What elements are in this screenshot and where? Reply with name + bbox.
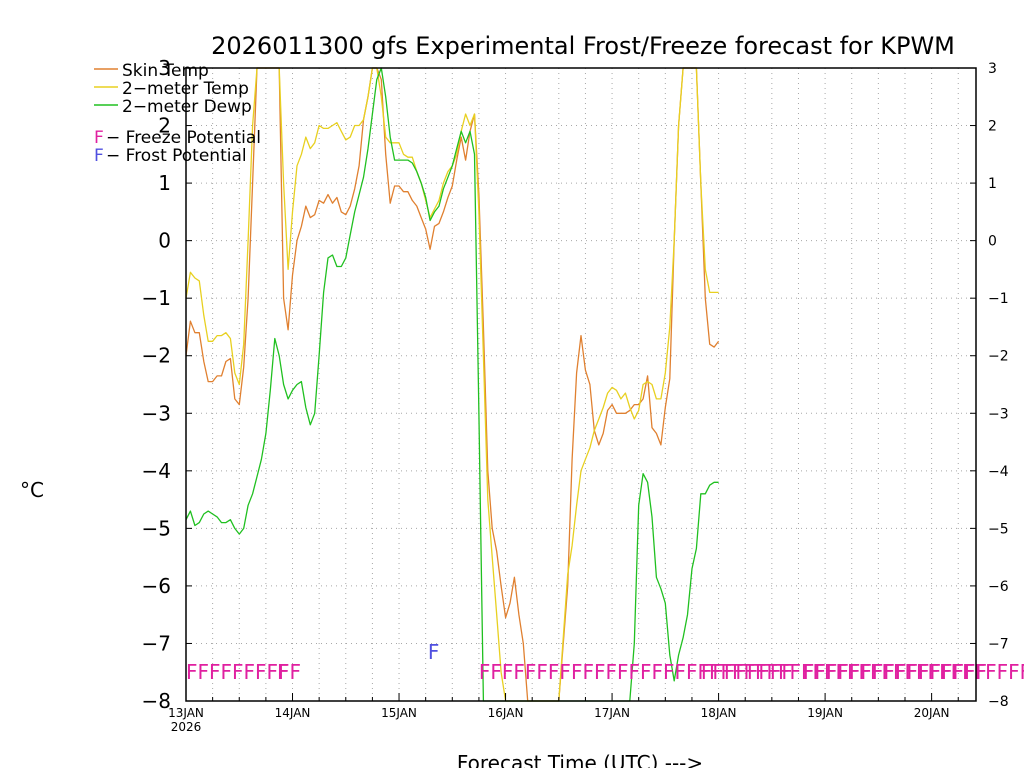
y-tick-label-left: −6	[142, 574, 171, 598]
series-line-2-meter-dewp	[185, 67, 719, 702]
grid-lines	[185, 67, 976, 702]
x-tick-label: 20JAN	[914, 706, 950, 720]
freeze-potential-marker: FFFFFFFF	[701, 660, 793, 684]
freeze-potential-marker: F	[277, 660, 289, 684]
frost-potential-marker: F	[428, 640, 440, 664]
x-tick-sublabel: 2026	[171, 720, 202, 734]
y-tick-label-left: 1	[158, 171, 171, 195]
y-tick-label-left: 2	[158, 114, 171, 138]
freeze-potential-marker: FFFFFFFFFFFFFFFF	[803, 660, 987, 684]
y-tick-label-left: −2	[142, 344, 171, 368]
y-tick-label-left: −4	[142, 459, 171, 483]
x-tick-label: 16JAN	[488, 706, 524, 720]
y-tick-label-right: −1	[988, 291, 1009, 307]
y-tick-label-right: 0	[988, 234, 997, 250]
legend-entry-label: Skin Temp	[122, 61, 209, 81]
y-axis-label: °C	[20, 478, 44, 502]
y-tick-label-left: 0	[158, 229, 171, 253]
x-tick-label: 18JAN	[701, 706, 737, 720]
chart-title: 2026011300 gfs Experimental Frost/Freeze…	[211, 32, 955, 60]
legend-potential-marker: F	[94, 146, 104, 166]
y-tick-label-right: −7	[988, 636, 1009, 652]
plot-frame	[185, 67, 977, 702]
y-tick-label-right: −4	[988, 464, 1009, 480]
x-axis-label: Forecast Time (UTC) --->	[457, 751, 703, 768]
x-tick-label: 15JAN	[381, 706, 417, 720]
y-tick-label-left: −8	[142, 689, 171, 713]
x-tick-label: 14JAN	[275, 706, 311, 720]
freeze-potential-marker: FFFFFFFFFFFFFFFFFFFFFFFFFFFFFFFFFFFFFFFF…	[479, 660, 1024, 684]
y-tick-label-left: −3	[142, 401, 171, 425]
y-tick-label-right: 2	[988, 119, 997, 135]
y-tick-label-left: −7	[142, 631, 171, 655]
legend-entry-label: 2−meter Dewp	[122, 97, 252, 117]
legend-entry-label: 2−meter Temp	[122, 79, 249, 99]
legend-potential-label: − Frost Potential	[106, 146, 247, 166]
y-tick-label-right: 1	[988, 176, 997, 192]
y-tick-label-left: −1	[142, 286, 171, 310]
freeze-potential-marker: FFFFFFFFFF	[186, 660, 301, 684]
y-tick-label-right: −6	[988, 579, 1009, 595]
y-tick-label-left: 3	[158, 56, 171, 80]
y-tick-label-left: −5	[142, 516, 171, 540]
legend-potential-marker: F	[94, 128, 104, 148]
y-tick-label-right: −8	[988, 694, 1009, 710]
y-tick-label-right: −2	[988, 349, 1009, 365]
potential-markers: FFFFFFFFFFFFFFFFFFFFFFFFFFFFFFFFFFFFFFFF…	[186, 640, 1024, 684]
x-tick-label: 17JAN	[594, 706, 630, 720]
y-tick-label-right: −3	[988, 406, 1009, 422]
legend-potential-label: − Freeze Potential	[106, 128, 261, 148]
y-tick-label-right: 3	[988, 61, 997, 77]
y-tick-label-right: −5	[988, 521, 1009, 537]
x-tick-label: 19JAN	[807, 706, 843, 720]
x-tick-label: 13JAN	[168, 706, 204, 720]
axis-ticks: −8 −8 −7 −7 −6 −6 −5 −5 −4 −4 −3 −3 −2 −2 −1 −1 0 0 1 1 2 2 3 3…	[142, 56, 1009, 734]
